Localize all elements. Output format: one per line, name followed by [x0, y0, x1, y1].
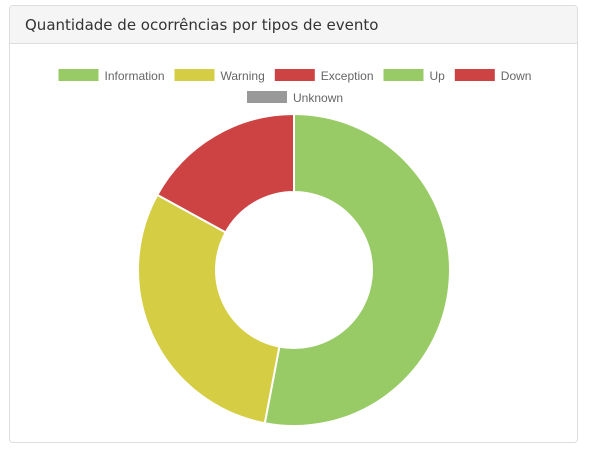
- panel-heading: Quantidade de ocorrências por tipos de e…: [10, 6, 577, 44]
- slice-warning[interactable]: [137, 193, 281, 425]
- panel-title: Quantidade de ocorrências por tipos de e…: [25, 15, 379, 34]
- legend-swatch-information[interactable]: [58, 69, 99, 81]
- legend-label-exception[interactable]: Exception: [321, 69, 374, 83]
- chart-slices: [137, 112, 451, 427]
- legend-label-unknown[interactable]: Unknown: [293, 91, 343, 105]
- legend-label-warning[interactable]: Warning: [221, 69, 265, 83]
- legend-label-information[interactable]: Information: [105, 69, 165, 83]
- legend-label-down[interactable]: Down: [501, 69, 532, 83]
- slice-exception[interactable]: [155, 112, 295, 234]
- slice-information[interactable]: [263, 112, 451, 427]
- legend-swatch-warning[interactable]: [174, 69, 215, 81]
- legend-label-up[interactable]: Up: [430, 69, 446, 83]
- chart-legend: Information Warning Exception Up Down Unknown: [58, 69, 532, 105]
- legend-swatch-down[interactable]: [454, 69, 495, 81]
- legend-swatch-exception[interactable]: [274, 69, 315, 81]
- legend-swatch-unknown[interactable]: [247, 91, 287, 103]
- legend-swatch-up[interactable]: [383, 69, 424, 81]
